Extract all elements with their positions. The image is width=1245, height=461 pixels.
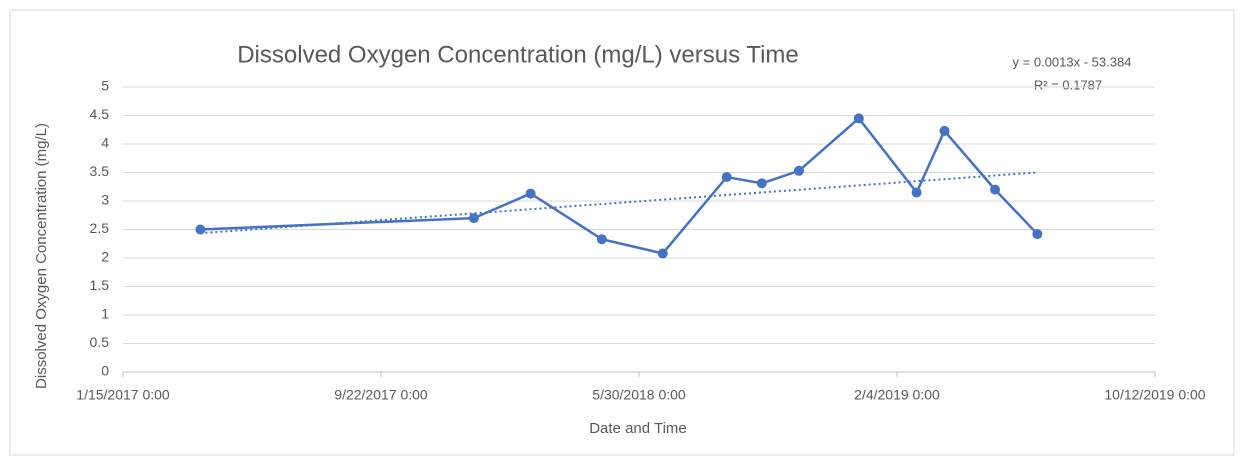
x-tick-label: 1/15/2017 0:00 — [76, 387, 170, 403]
x-tick-label: 2/4/2019 0:00 — [854, 387, 940, 403]
trendline-r-squared: R² = 0.1787 — [1034, 77, 1102, 92]
data-point — [939, 125, 950, 136]
y-tick-label: 3.5 — [90, 163, 110, 179]
trendline-equation: y = 0.0013x - 53.384 — [1013, 54, 1132, 69]
data-point — [853, 113, 864, 124]
y-tick-label: 3 — [101, 192, 109, 208]
y-tick-label: 5 — [101, 78, 109, 94]
data-point — [657, 248, 668, 259]
y-tick-label: 4.5 — [90, 106, 110, 122]
data-point — [1032, 229, 1043, 240]
data-point — [793, 165, 804, 176]
data-point — [468, 213, 479, 224]
y-tick-label: 0 — [101, 363, 109, 379]
x-tick-label: 10/12/2019 0:00 — [1104, 387, 1205, 403]
x-tick-label: 9/22/2017 0:00 — [334, 387, 428, 403]
y-tick-label: 0.5 — [90, 334, 110, 350]
y-tick-label: 4 — [101, 135, 109, 151]
data-point — [911, 187, 922, 198]
y-tick-label: 2.5 — [90, 220, 110, 236]
y-tick-label: 2 — [101, 249, 109, 265]
data-point — [721, 172, 732, 183]
data-point — [596, 234, 607, 245]
x-tick-label: 5/30/2018 0:00 — [592, 387, 686, 403]
y-axis-title: Dissolved Oxygen Concentration (mg/L) — [33, 123, 50, 389]
chart-title: Dissolved Oxygen Concentration (mg/L) ve… — [237, 41, 799, 68]
data-point — [990, 184, 1001, 195]
data-point — [756, 178, 767, 189]
chart-frame — [9, 9, 1235, 456]
y-tick-label: 1.5 — [90, 277, 110, 293]
data-point — [195, 224, 206, 235]
x-axis-title: Date and Time — [589, 420, 687, 437]
data-point — [525, 188, 536, 199]
y-tick-label: 1 — [101, 306, 109, 322]
